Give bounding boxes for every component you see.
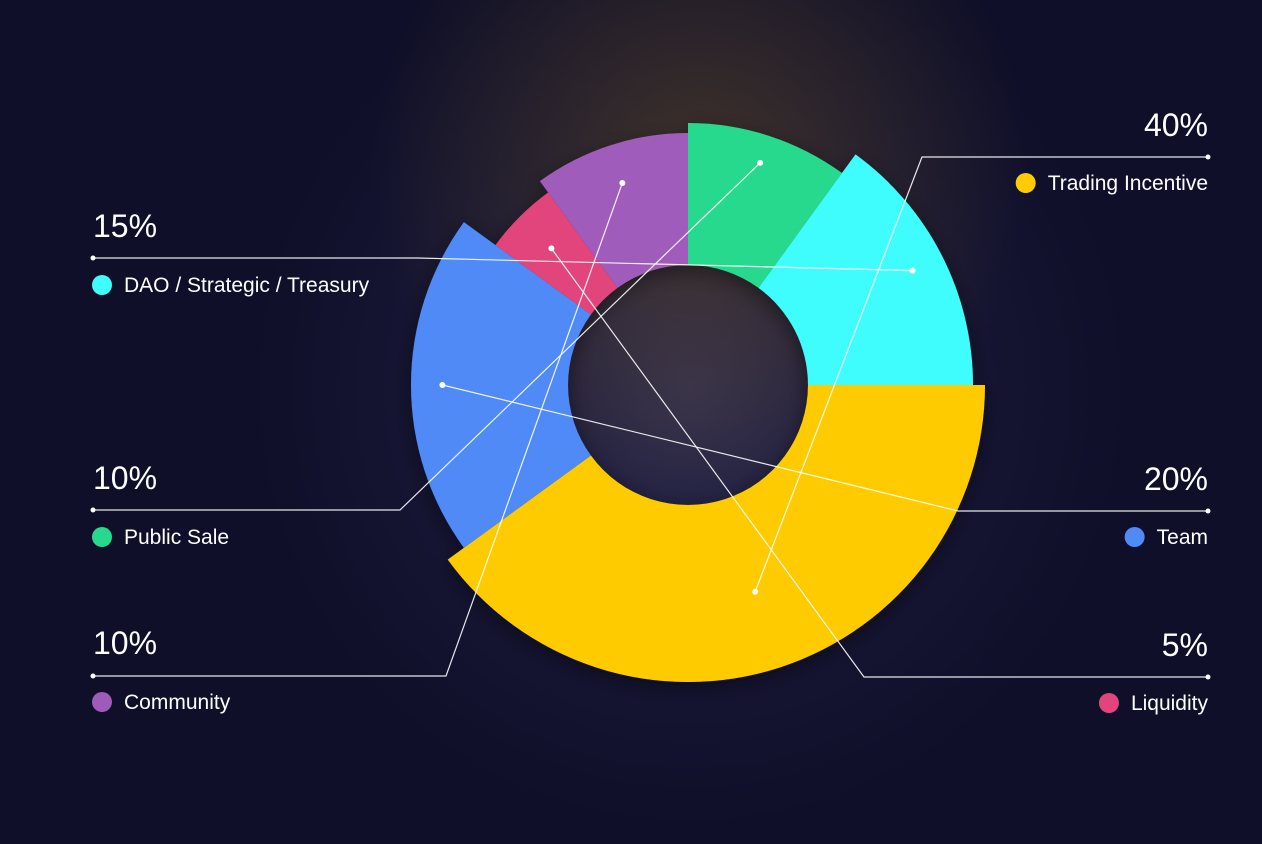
slice-liquidity	[495, 192, 618, 315]
donut-slices	[411, 123, 986, 682]
leader-end-dot-liquidity	[1205, 674, 1211, 680]
leader-line-team	[442, 384, 1208, 512]
percent-label-trading-incentive: 40%	[1144, 107, 1208, 143]
percent-label-team: 20%	[1144, 461, 1208, 497]
legend-label-dao-strategic-treasury: DAO / Strategic / Treasury	[124, 274, 370, 297]
legend-label-liquidity: Liquidity	[1131, 692, 1209, 715]
leader-end-dot-trading-incentive	[1205, 154, 1211, 160]
legend-swatch-trading-incentive	[1015, 173, 1036, 193]
legend-label-team: Team	[1157, 526, 1208, 549]
legend-swatch-public-sale	[92, 527, 112, 547]
slice-community	[539, 133, 688, 288]
legend-swatch-dao-strategic-treasury	[92, 275, 112, 295]
percent-label-liquidity: 5%	[1162, 627, 1208, 663]
percent-label-community: 10%	[93, 625, 157, 661]
leader-end-dot-dao-strategic-treasury	[90, 255, 96, 261]
slice-public-sale	[688, 123, 842, 288]
leader-end-dot-community	[90, 673, 96, 679]
leader-line-public-sale	[93, 162, 761, 511]
leader-line-liquidity	[550, 248, 1208, 678]
leader-dot-trading-incentive	[752, 588, 759, 595]
legend-label-public-sale: Public Sale	[124, 526, 229, 549]
leader-dot-liquidity	[548, 245, 555, 252]
callouts: 40% Trading Incentive 20% Team 5% Liquidity 10…	[90, 107, 1211, 715]
leader-line-dao-strategic-treasury	[93, 257, 913, 272]
legend-swatch-team	[1124, 527, 1145, 547]
leader-line-trading-incentive	[754, 156, 1208, 592]
percent-label-dao-strategic-treasury: 15%	[93, 208, 157, 244]
leader-dot-community	[619, 179, 626, 186]
leader-dot-public-sale	[757, 159, 764, 166]
legend-swatch-liquidity	[1098, 693, 1119, 713]
leader-dot-team	[439, 382, 446, 388]
legend-label-trading-incentive: Trading Incentive	[1048, 172, 1208, 195]
legend-label-community: Community	[124, 691, 231, 714]
leader-line-community	[93, 182, 623, 677]
percent-label-public-sale: 10%	[93, 460, 157, 496]
legend-swatch-community	[92, 692, 112, 712]
slice-team	[411, 222, 591, 548]
slice-trading-incentive	[447, 385, 986, 682]
leader-dot-dao-strategic-treasury	[909, 267, 916, 274]
leader-end-dot-public-sale	[90, 507, 96, 513]
leader-end-dot-team	[1205, 508, 1211, 514]
